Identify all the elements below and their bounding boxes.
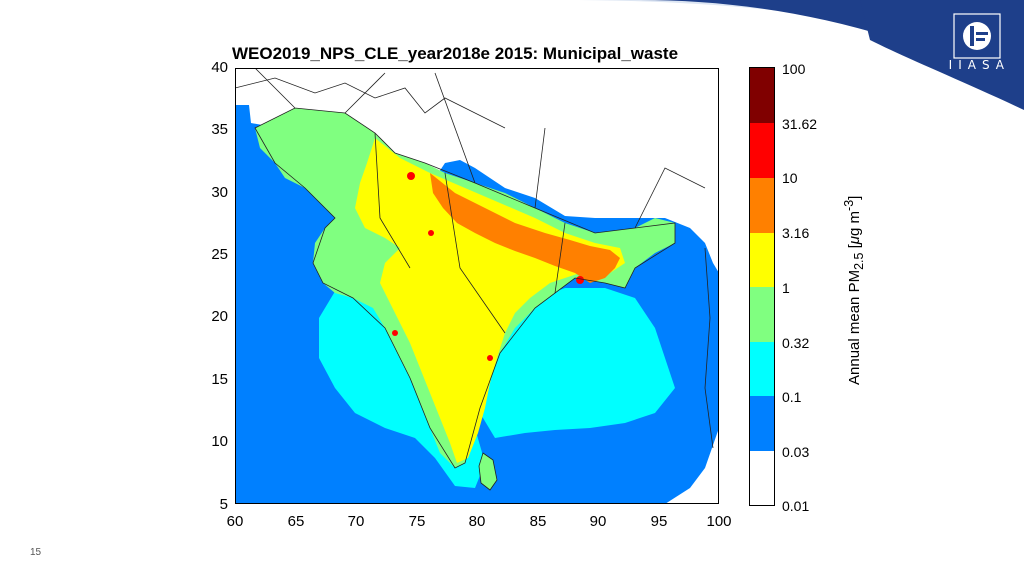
colorbar-band	[750, 123, 774, 178]
slide-number: 15	[30, 547, 42, 558]
colorbar-tick: 1	[782, 280, 790, 296]
map-svg	[235, 68, 719, 504]
sri-lanka	[478, 452, 498, 491]
colorbar-label: Annual mean PM2.5 [μg m-3]	[842, 196, 866, 385]
hotspot-red	[428, 230, 434, 236]
pm25-map	[235, 68, 719, 504]
colorbar-band	[750, 233, 774, 287]
x-tick: 75	[408, 513, 426, 530]
x-tick: 60	[226, 513, 244, 530]
colorbar-tick: 0.1	[782, 389, 802, 405]
y-tick: 15	[211, 371, 228, 388]
colorbar-label-open: [	[846, 244, 863, 253]
colorbar-tick: 10	[782, 170, 798, 186]
colorbar-label-mu: μ	[846, 235, 863, 245]
hotspot-red	[392, 330, 398, 336]
y-tick: 20	[211, 308, 228, 325]
land-outline-north	[235, 77, 714, 449]
colorbar-label-prefix: Annual mean PM	[846, 269, 863, 385]
hotspot-red	[487, 355, 493, 361]
colorbar-label-sup: -3	[842, 199, 856, 211]
hotspot-red	[576, 276, 584, 284]
colorbar-tick: 100	[782, 61, 806, 77]
y-tick: 25	[211, 246, 228, 263]
colorbar-tick: 3.16	[782, 225, 810, 241]
y-tick: 5	[219, 496, 228, 513]
y-tick: 10	[211, 433, 228, 450]
y-tick: 40	[211, 59, 228, 76]
x-tick: 95	[650, 513, 668, 530]
colorbar	[749, 67, 775, 506]
bay-cyan-plume	[475, 288, 675, 438]
colorbar-band	[750, 287, 774, 342]
map-title: WEO2019_NPS_CLE_year2018e 2015: Municipa…	[232, 44, 679, 63]
colorbar-label-mid: g m	[846, 210, 863, 236]
logo-text: IIASA	[948, 58, 1010, 72]
x-tick: 70	[347, 513, 365, 530]
hotspot-red	[407, 172, 415, 180]
x-tick: 65	[287, 513, 305, 530]
x-tick: 90	[589, 513, 607, 530]
land-yellow-core	[355, 138, 625, 463]
colorbar-tick: 31.62	[782, 116, 818, 132]
x-tick: 85	[529, 513, 547, 530]
colorbar-tick: 0.01	[782, 498, 810, 514]
colorbar-band	[750, 451, 774, 505]
colorbar-label-sub: 2.5	[852, 252, 866, 270]
y-tick: 35	[211, 121, 228, 138]
colorbar-tick: 0.32	[782, 335, 810, 351]
x-tick: 80	[468, 513, 486, 530]
colorbar-tick: 0.03	[782, 444, 810, 460]
land-orange-belt	[430, 173, 620, 283]
colorbar-label-close: ]	[846, 195, 863, 200]
colorbar-band	[750, 68, 774, 123]
colorbar-band	[750, 342, 774, 396]
x-tick: 100	[706, 513, 732, 530]
y-tick: 30	[211, 184, 228, 201]
colorbar-band	[750, 396, 774, 451]
colorbar-band	[750, 178, 774, 233]
iiasa-logo-icon	[953, 13, 1001, 59]
